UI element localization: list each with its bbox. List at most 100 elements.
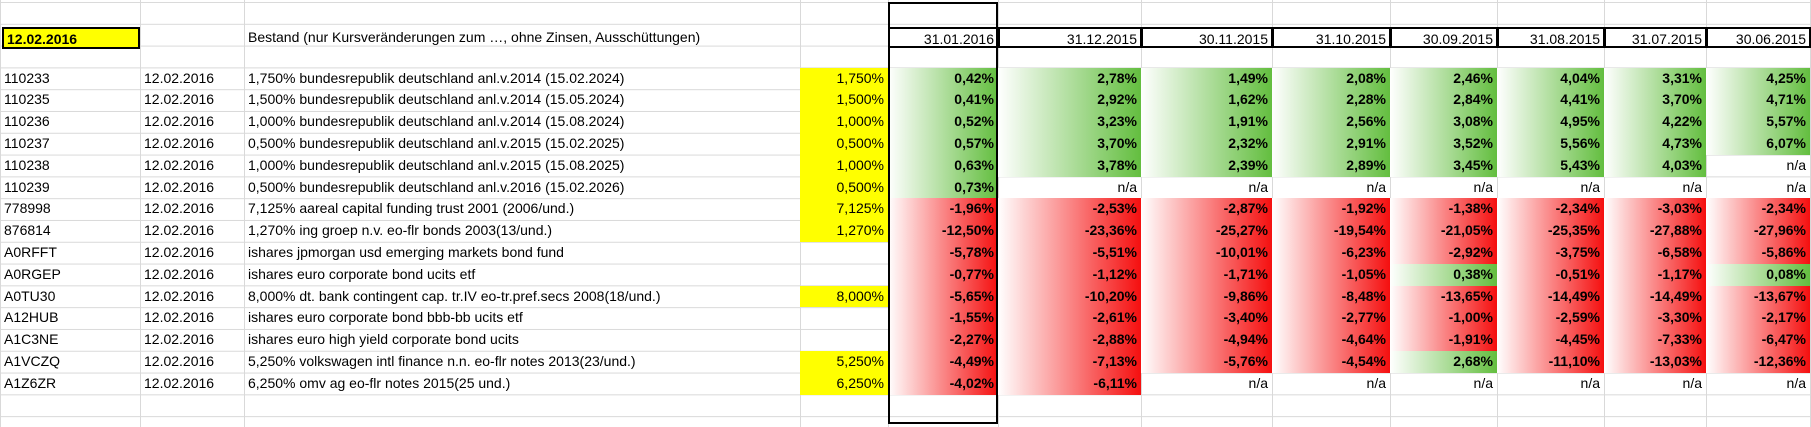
date-cell[interactable]: 12.02.2016 xyxy=(144,200,215,217)
change-value-cell[interactable]: -6,58% xyxy=(1604,242,1706,264)
change-value-cell[interactable]: 2,46% xyxy=(1390,67,1497,90)
change-value-cell[interactable]: -10,01% xyxy=(1141,242,1272,264)
date-cell[interactable]: 12.02.2016 xyxy=(144,353,215,369)
change-value-cell[interactable]: n/a xyxy=(1682,178,1702,195)
change-value-cell[interactable]: -2,17% xyxy=(1706,307,1810,330)
change-value-cell[interactable]: -1,17% xyxy=(1604,263,1706,286)
change-value-cell[interactable]: -3,03% xyxy=(1604,198,1706,221)
change-value-cell[interactable]: 5,43% xyxy=(1497,154,1604,177)
change-value-cell[interactable]: -6,23% xyxy=(1272,242,1390,264)
security-name-cell[interactable]: ishares euro corporate bond ucits etf xyxy=(248,265,476,282)
change-value-cell[interactable]: -7,33% xyxy=(1604,329,1706,351)
coupon-cell[interactable] xyxy=(800,264,888,286)
change-value-cell[interactable]: n/a xyxy=(1248,178,1268,195)
coupon-cell[interactable]: 1,000% xyxy=(800,154,888,177)
security-name-cell[interactable]: 8,000% dt. bank contingent cap. tr.IV eo… xyxy=(248,287,661,304)
change-value-cell[interactable]: -0,77% xyxy=(888,263,998,286)
change-value-cell[interactable]: -13,65% xyxy=(1390,285,1497,308)
coupon-cell[interactable] xyxy=(800,329,888,351)
wkn-cell[interactable]: A12HUB xyxy=(4,309,59,326)
change-value-cell[interactable]: -2,59% xyxy=(1497,307,1604,330)
change-value-cell[interactable]: 2,08% xyxy=(1272,67,1390,90)
change-value-cell[interactable]: 4,25% xyxy=(1706,67,1810,90)
change-value-cell[interactable]: -8,48% xyxy=(1272,285,1390,308)
date-cell[interactable]: 12.02.2016 xyxy=(144,265,215,282)
coupon-cell[interactable]: 1,270% xyxy=(800,220,888,242)
wkn-cell[interactable]: A0RFFT xyxy=(4,244,57,260)
security-name-cell[interactable]: 1,750% bundesrepublik deutschland anl.v.… xyxy=(248,69,625,86)
change-value-cell[interactable]: 5,56% xyxy=(1497,133,1604,155)
wkn-cell[interactable]: 110233 xyxy=(4,69,50,86)
change-value-cell[interactable]: 4,73% xyxy=(1604,133,1706,155)
change-value-cell[interactable]: 3,70% xyxy=(998,133,1141,155)
change-value-cell[interactable]: n/a xyxy=(1786,178,1806,195)
change-value-cell[interactable]: 0,57% xyxy=(888,133,998,155)
change-value-cell[interactable]: 2,78% xyxy=(998,67,1141,90)
coupon-cell[interactable] xyxy=(800,242,888,264)
change-value-cell[interactable]: -1,91% xyxy=(1390,329,1497,351)
change-value-cell[interactable]: n/a xyxy=(1366,178,1386,195)
date-header[interactable]: 31.10.2015 xyxy=(1272,27,1391,48)
change-value-cell[interactable]: 0,63% xyxy=(888,154,998,177)
change-value-cell[interactable]: 4,41% xyxy=(1497,89,1604,112)
date-header[interactable]: 30.06.2015 xyxy=(1706,27,1811,48)
date-cell[interactable]: 12.02.2016 xyxy=(144,222,215,239)
change-value-cell[interactable]: -2,34% xyxy=(1706,198,1810,221)
change-value-cell[interactable]: -19,54% xyxy=(1272,220,1390,242)
change-value-cell[interactable]: n/a xyxy=(1786,156,1806,173)
change-value-cell[interactable]: 1,91% xyxy=(1141,111,1272,133)
date-header[interactable]: 30.11.2015 xyxy=(1141,27,1273,48)
coupon-cell[interactable]: 1,750% xyxy=(800,67,888,90)
change-value-cell[interactable]: n/a xyxy=(1366,374,1386,391)
change-value-cell[interactable]: 0,73% xyxy=(888,176,998,199)
coupon-cell[interactable]: 1,500% xyxy=(800,89,888,112)
change-value-cell[interactable]: 3,31% xyxy=(1604,67,1706,90)
wkn-cell[interactable]: 110235 xyxy=(4,91,50,108)
change-value-cell[interactable]: n/a xyxy=(1682,374,1702,391)
change-value-cell[interactable]: -27,88% xyxy=(1604,220,1706,242)
wkn-cell[interactable]: A0TU30 xyxy=(4,287,56,304)
change-value-cell[interactable]: -4,64% xyxy=(1272,329,1390,351)
change-value-cell[interactable]: -2,53% xyxy=(998,198,1141,221)
date-cell[interactable]: 12.02.2016 xyxy=(144,374,215,391)
change-value-cell[interactable]: n/a xyxy=(1580,178,1600,195)
security-name-cell[interactable]: 7,125% aareal capital funding trust 2001… xyxy=(248,200,575,217)
change-value-cell[interactable]: -2,77% xyxy=(1272,307,1390,330)
date-cell[interactable]: 12.02.2016 xyxy=(144,244,215,260)
coupon-cell[interactable]: 6,250% xyxy=(800,372,888,395)
change-value-cell[interactable]: -4,45% xyxy=(1497,329,1604,351)
security-name-cell[interactable]: ishares euro corporate bond bbb-bb ucits… xyxy=(248,309,523,326)
change-value-cell[interactable]: 2,92% xyxy=(998,89,1141,112)
change-value-cell[interactable]: 2,32% xyxy=(1141,133,1272,155)
change-value-cell[interactable]: -5,86% xyxy=(1706,242,1810,264)
change-value-cell[interactable]: 4,22% xyxy=(1604,111,1706,133)
change-value-cell[interactable]: n/a xyxy=(1473,374,1493,391)
wkn-cell[interactable]: 876814 xyxy=(4,222,51,239)
change-value-cell[interactable]: -1,71% xyxy=(1141,263,1272,286)
date-header[interactable]: 31.08.2015 xyxy=(1497,27,1605,48)
coupon-cell[interactable]: 5,250% xyxy=(800,351,888,373)
wkn-cell[interactable]: 110236 xyxy=(4,113,50,130)
change-value-cell[interactable]: -2,87% xyxy=(1141,198,1272,221)
security-name-cell[interactable]: 0,500% bundesrepublik deutschland anl.v.… xyxy=(248,135,625,151)
change-value-cell[interactable]: -1,12% xyxy=(998,263,1141,286)
security-name-cell[interactable]: 6,250% omv ag eo-flr notes 2015(25 und.) xyxy=(248,374,511,391)
change-value-cell[interactable]: -2,92% xyxy=(1390,242,1497,264)
change-value-cell[interactable]: 4,04% xyxy=(1497,67,1604,90)
wkn-cell[interactable]: 110239 xyxy=(4,178,50,195)
change-value-cell[interactable]: -12,50% xyxy=(888,220,998,242)
change-value-cell[interactable]: -9,86% xyxy=(1141,285,1272,308)
change-value-cell[interactable]: -23,36% xyxy=(998,220,1141,242)
change-value-cell[interactable]: -1,92% xyxy=(1272,198,1390,221)
date-header[interactable]: 31.07.2015 xyxy=(1604,27,1707,48)
date-cell[interactable]: 12.02.2016 xyxy=(144,309,215,326)
change-value-cell[interactable]: 0,38% xyxy=(1390,263,1497,286)
change-value-cell[interactable]: 4,95% xyxy=(1497,111,1604,133)
change-value-cell[interactable]: 3,52% xyxy=(1390,133,1497,155)
change-value-cell[interactable]: 6,07% xyxy=(1706,133,1810,155)
date-header[interactable]: 30.09.2015 xyxy=(1390,27,1498,48)
change-value-cell[interactable]: n/a xyxy=(1786,374,1806,391)
change-value-cell[interactable]: 0,52% xyxy=(888,111,998,133)
change-value-cell[interactable]: -4,54% xyxy=(1272,351,1390,373)
wkn-cell[interactable]: A1C3NE xyxy=(4,331,59,348)
